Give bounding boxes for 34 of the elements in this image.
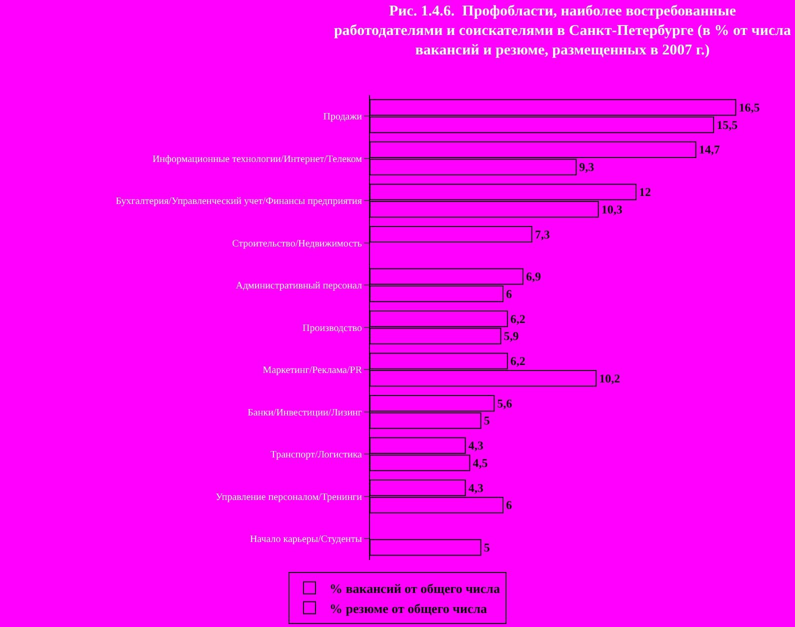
y-tick-label: Маркетинг/Реклама/PR — [262, 365, 362, 376]
data-label: 5 — [484, 414, 490, 428]
y-tick-label: Административный персонал — [236, 280, 362, 292]
y-tick-label: Строительство/Недвижимость — [232, 238, 362, 250]
data-label: 15,5 — [716, 118, 738, 132]
y-tick-label: Начало карьеры/Студенты — [250, 534, 362, 546]
data-label: 10,3 — [601, 202, 622, 216]
data-label: 6,9 — [526, 270, 541, 284]
y-tick-label: Информационные технологии/Интернет/Телеком — [152, 154, 363, 165]
data-label: 4,5 — [472, 456, 488, 470]
y-tick-label: Управление персоналом/Тренинги — [216, 492, 363, 503]
y-tick-label: Банки/Инвестиции/Лизинг — [248, 407, 362, 418]
data-label: 6,2 — [510, 312, 526, 326]
y-tick-label: Продажи — [323, 112, 363, 123]
legend-label: % резюме от общего числа — [330, 600, 488, 616]
y-tick-label: Бухгалтерия/Управленческий учет/Финансы предприятия — [116, 196, 362, 208]
data-label: 5 — [484, 540, 490, 554]
y-tick-label: Транспорт/Логистика — [270, 450, 363, 461]
data-label: 5,6 — [497, 396, 512, 410]
data-label: 9,3 — [579, 160, 594, 174]
data-label: 14,7 — [698, 142, 720, 157]
y-tick-label: Производство — [302, 322, 362, 334]
data-label: 4,3 — [468, 438, 484, 453]
data-label: 6 — [506, 498, 512, 512]
legend-label: % вакансий от общего числа — [330, 580, 500, 596]
data-label: 4,3 — [468, 480, 484, 495]
data-label: 16,5 — [738, 100, 760, 114]
data-label: 7,3 — [534, 227, 550, 242]
data-label: 12 — [639, 184, 651, 199]
data-label: 5,9 — [504, 329, 519, 344]
data-label: 6 — [506, 286, 512, 301]
data-label: 10,2 — [599, 371, 620, 386]
chart-title: Рис. 1.4.6. Профобласти, наиболее востребованные работодателями и соискателями в Санкт-Петербурге (в % от числа вакансий и резюме, размещенных в 2007 г.) — [334, 4, 792, 59]
data-label: 6,2 — [510, 354, 526, 368]
